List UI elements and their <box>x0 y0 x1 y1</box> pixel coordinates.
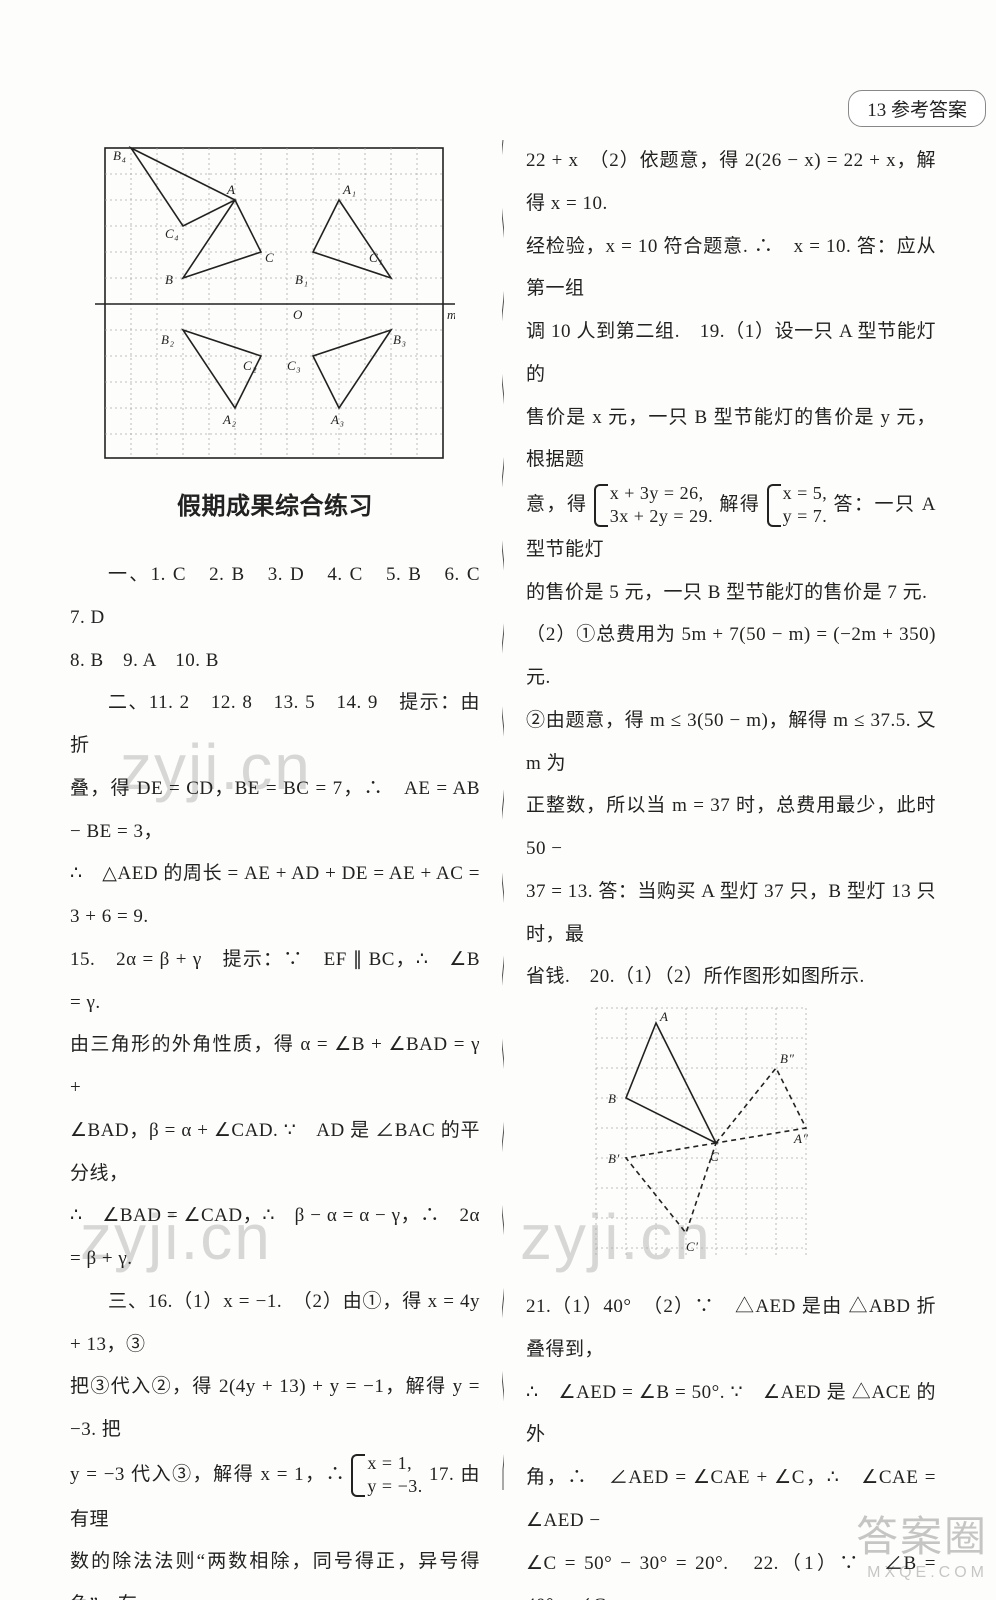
system-16c-r1: x = 1, <box>367 1452 422 1475</box>
svg-text:C: C <box>265 250 274 265</box>
footer-watermark: 答案圈 MXQE.COM <box>856 1503 988 1582</box>
svg-text:B₂: B₂ <box>161 332 174 347</box>
footer-big: 答案圈 <box>856 1503 988 1564</box>
r-19c: （2）①总费用为 5m + 7(50 − m) = (−2m + 350) 元. <box>526 614 936 700</box>
answers-mc-2: 8. B 9. A 10. B <box>70 640 480 683</box>
system-16c-r2: y = −3. <box>367 1475 422 1498</box>
answers-fill-2: 叠，得 DE = CD，BE = BC = 7，∴ AE = AB − BE =… <box>70 768 480 854</box>
left-column: m O A B C A₁ B₁ C₁ B₄ C₄ A₂ B₂ C₂ <box>70 140 502 1490</box>
r-21a: 21.（1）40° （2）∵ △AED 是由 △ABD 折叠得到， <box>526 1286 936 1372</box>
svg-text:C₁: C₁ <box>369 250 383 265</box>
svg-text:C′: C′ <box>686 1239 699 1254</box>
r-19d: ②由题意，得 m ≤ 3(50 − m)，解得 m ≤ 37.5. 又 m 为 <box>526 700 936 786</box>
svg-text:C₂: C₂ <box>243 358 257 373</box>
system-19a-2-r1: x = 5, <box>783 482 828 505</box>
system-19a-1-r1: x + 3y = 26, <box>610 482 713 505</box>
svg-text:B′: B′ <box>608 1151 620 1166</box>
r-19a-mid: 解得 <box>719 494 766 515</box>
right-column: 22 + x （2）依题意，得 2(26 − x) = 22 + x，解得 x … <box>504 140 936 1490</box>
svg-text:C: C <box>710 1149 719 1164</box>
answers-15a: 15. 2α = β + γ 提示：∵ EF ∥ BC，∴ ∠B = γ. <box>70 939 480 1025</box>
system-19a-2-r2: y = 7. <box>783 505 828 528</box>
answers-16b: 把③代入②，得 2(4y + 13) + y = −1，解得 y = −3. 把 <box>70 1366 480 1452</box>
svg-text:A: A <box>659 1009 668 1024</box>
r-18c: 调 10 人到第二组. 19.（1）设一只 A 型节能灯的 <box>526 311 936 397</box>
svg-text:C₄: C₄ <box>165 226 179 241</box>
svg-text:B₄: B₄ <box>113 148 126 163</box>
section-title: 假期成果综合练习 <box>70 480 480 534</box>
r-19b: 的售价是 5 元，一只 B 型节能灯的售价是 7 元. <box>526 572 936 615</box>
answers-16a: 三、16.（1）x = −1. （2）由①，得 x = 4y + 13，③ <box>70 1281 480 1367</box>
figure-grid-q20: A B C B′ C′ A′ B″ A″ C″ <box>586 1003 816 1268</box>
system-19a-1-r2: 3x + 2y = 29. <box>610 505 713 528</box>
svg-text:A₁: A₁ <box>342 182 356 197</box>
figure-grid-reflections: m O A B C A₁ B₁ C₁ B₄ C₄ A₂ B₂ C₂ <box>95 144 455 462</box>
svg-text:A″: A″ <box>793 1131 808 1146</box>
answers-16c-pre: y = −3 代入③，解得 x = 1，∴ <box>70 1464 351 1485</box>
answers-fill-1: 二、11. 2 12. 8 13. 5 14. 9 提示：由折 <box>70 682 480 768</box>
column-divider <box>502 140 504 1490</box>
answers-15c: ∠BAD，β = α + ∠CAD. ∵ AD 是 ∠BAC 的平分线， <box>70 1110 480 1196</box>
system-19a-1: x + 3y = 26, 3x + 2y = 29. <box>594 482 713 529</box>
answers-fill-3: ∴ △AED 的周长 = AE + AD + DE = AE + AC = 3 … <box>70 853 480 939</box>
svg-text:B₁: B₁ <box>295 272 308 287</box>
svg-text:B: B <box>165 272 173 287</box>
r-19g: 省钱. 20.（1）（2）所作图形如图所示. <box>526 956 936 999</box>
answers-15d: ∴ ∠BAD = ∠CAD，∴ β − α = α − γ，∴ 2α = β +… <box>70 1195 480 1281</box>
system-16c: x = 1, y = −3. <box>351 1452 422 1499</box>
svg-text:O: O <box>293 307 303 322</box>
svg-text:m: m <box>447 307 455 322</box>
r-19f: 37 = 13. 答：当购买 A 型灯 37 只，B 型灯 13 只时，最 <box>526 871 936 957</box>
r-19e: 正整数，所以当 m = 37 时，总费用最少，此时 50 − <box>526 785 936 871</box>
svg-text:B″: B″ <box>780 1051 794 1066</box>
r-18d: 售价是 x 元，一只 B 型节能灯的售价是 y 元，根据题 <box>526 397 936 483</box>
system-19a-2: x = 5, y = 7. <box>767 482 828 529</box>
svg-text:A₂: A₂ <box>222 412 236 427</box>
r-19a-pre: 意，得 <box>526 494 594 515</box>
svg-text:C₃: C₃ <box>287 358 301 373</box>
svg-text:B₃: B₃ <box>393 332 406 347</box>
r-18b: 经检验，x = 10 符合题意. ∴ x = 10. 答：应从第一组 <box>526 226 936 312</box>
answers-16c: y = −3 代入③，解得 x = 1，∴ x = 1, y = −3. 17.… <box>70 1452 480 1542</box>
svg-text:A₃: A₃ <box>330 412 344 427</box>
content-columns: m O A B C A₁ B₁ C₁ B₄ C₄ A₂ B₂ C₂ <box>70 140 936 1490</box>
r-21b: ∴ ∠AED = ∠B = 50°. ∵ ∠AED 是 △ACE 的外 <box>526 1372 936 1458</box>
svg-text:B: B <box>608 1091 616 1106</box>
answers-mc-1: 一、1. C 2. B 3. D 4. C 5. B 6. C 7. D <box>70 554 480 640</box>
page: { "header": { "tab": "13 参考答案" }, "secti… <box>0 0 996 1600</box>
r-18a: 22 + x （2）依题意，得 2(26 − x) = 22 + x，解得 x … <box>526 140 936 226</box>
footer-small: MXQE.COM <box>856 1564 988 1582</box>
r-19a: 意，得 x + 3y = 26, 3x + 2y = 29. 解得 x = 5,… <box>526 482 936 572</box>
answers-17a: 数的除法法则“两数相除，同号得正，异号得负”，有 <box>70 1541 480 1600</box>
page-number-tab: 13 参考答案 <box>848 90 986 127</box>
svg-text:A: A <box>226 182 235 197</box>
answers-15b: 由三角形的外角性质，得 α = ∠B + ∠BAD = γ + <box>70 1024 480 1110</box>
